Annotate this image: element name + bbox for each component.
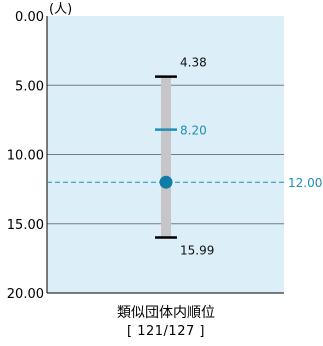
y-tick-labels: 0.00 5.00 10.00 15.00 20.00 bbox=[7, 10, 44, 302]
reference-value-label: 12.00 bbox=[288, 176, 322, 190]
y-tick-label: 10.00 bbox=[7, 149, 44, 164]
range-bar bbox=[161, 76, 171, 238]
x-axis-label: 類似団体内順位 bbox=[117, 305, 215, 321]
range-bottom-label: 15.99 bbox=[180, 243, 214, 257]
range-top-label: 4.38 bbox=[180, 56, 207, 70]
rank-text: [ 121/127 ] bbox=[127, 324, 205, 339]
average-marker-label: 8.20 bbox=[180, 124, 207, 138]
y-tick-label: 20.00 bbox=[7, 287, 44, 302]
value-point bbox=[159, 175, 173, 189]
y-tick-label: 0.00 bbox=[15, 10, 44, 25]
y-tick-label: 5.00 bbox=[15, 79, 44, 94]
y-axis-unit-label: (人) bbox=[49, 2, 72, 17]
y-tick-label: 15.00 bbox=[7, 218, 44, 233]
